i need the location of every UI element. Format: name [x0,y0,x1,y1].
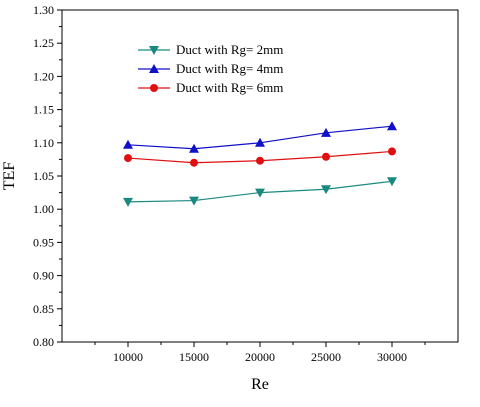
legend-label: Duct with Rg= 6mm [176,80,283,95]
data-point [123,197,133,207]
legend: Duct with Rg= 2mm Duct with Rg= 4mm Duct w… [138,42,283,95]
axes: 0.80 0.85 0.90 0.95 1.00 1.05 1.10 1.15 1.20 1.25… [33,3,459,364]
legend-entry: Duct with Rg= 4mm [138,61,283,76]
y-tick-label: 1.30 [33,3,54,17]
x-tick-label: 25000 [311,350,341,364]
legend-marker [149,64,159,73]
y-tick-label: 1.15 [33,103,54,117]
y-tick-label: 1.25 [33,36,54,50]
y-tick-label: 1.20 [33,69,54,83]
data-point [387,177,397,187]
data-point [322,152,330,161]
legend-label: Duct with Rg= 2mm [176,42,283,57]
x-tick-label: 10000 [113,350,143,364]
y-tick-label: 1.00 [33,202,54,216]
y-tick-label: 0.85 [33,302,54,316]
legend-marker [150,84,158,92]
series-3 [124,147,396,167]
legend-label: Duct with Rg= 4mm [176,61,283,76]
data-point [255,137,265,147]
y-axis-title: TEF [1,162,18,191]
y-tick-label: 0.80 [33,335,54,349]
data-point [190,158,198,167]
y-tick-label: 1.10 [33,136,54,150]
data-point [189,143,199,153]
y-tick-label: 0.90 [33,269,54,283]
data-point [123,139,133,149]
data-point [321,185,331,195]
legend-entry: Duct with Rg= 2mm [138,42,283,57]
y-tick-label: 0.95 [33,235,54,249]
y-tick-label: 1.05 [33,169,54,183]
legend-marker [149,46,159,55]
x-tick-label: 15000 [179,350,209,364]
data-point [388,147,396,156]
x-axis-title: Re [251,376,269,393]
x-tick-label: 20000 [245,350,275,364]
series-layer [123,121,397,207]
series-1 [123,177,397,207]
data-point [256,156,264,165]
series-2 [123,121,397,153]
x-tick-label: 30000 [377,350,407,364]
legend-entry: Duct with Rg= 6mm [138,80,283,95]
data-point [189,196,199,206]
data-point [387,121,397,131]
plot-frame [61,9,459,343]
data-point [124,154,132,163]
data-point [255,188,265,198]
data-point [321,127,331,137]
